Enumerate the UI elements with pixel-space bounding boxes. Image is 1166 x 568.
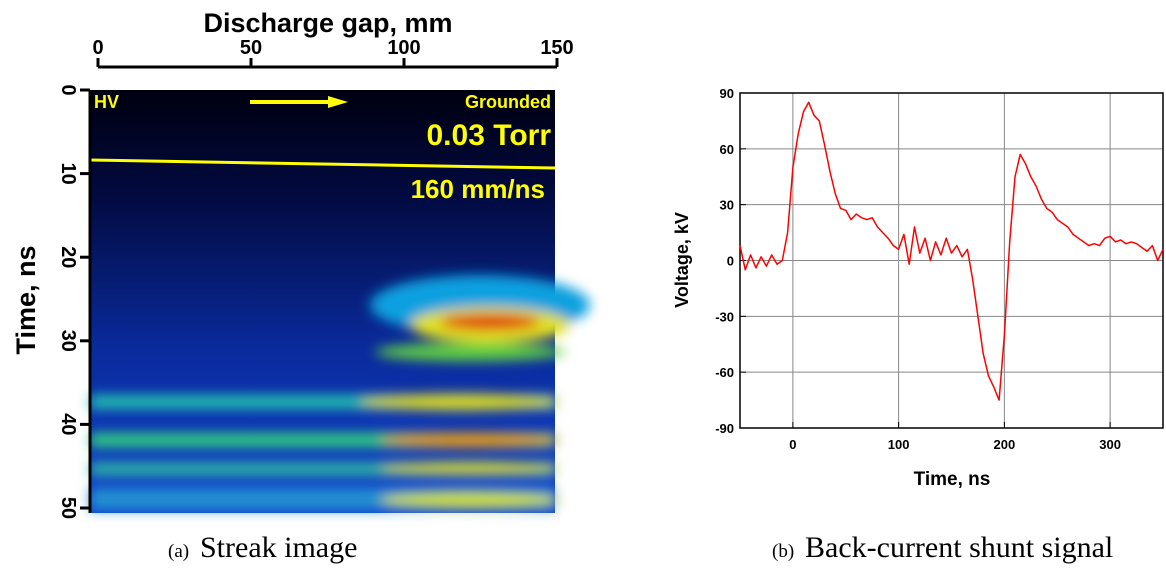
streak-image [89, 90, 590, 513]
y-tick-label: -60 [715, 365, 734, 380]
caption-label: (b) [772, 541, 794, 562]
data-line [739, 101, 1164, 401]
y-tick-label: 90 [720, 86, 734, 101]
y-tick-label: 0 [727, 254, 734, 269]
y-tick-label: -90 [715, 421, 734, 436]
x-tick-label: 100 [387, 37, 420, 59]
y-axis-title: Time, ns [11, 245, 41, 354]
y-axis-title: Voltage, kV [672, 212, 692, 308]
y-tick-label: 30 [57, 330, 79, 352]
plot-frame [739, 92, 1164, 429]
x-tick-label: 200 [994, 437, 1016, 452]
y-tick-label: 0 [57, 84, 79, 95]
annotation: HV [94, 92, 119, 112]
annotation: Grounded [465, 92, 551, 112]
y-tick-label: 10 [57, 162, 79, 184]
x-tick-label: 0 [789, 437, 796, 452]
caption: Streak image [200, 531, 357, 564]
x-tick-label: 0 [92, 37, 103, 59]
annotation: 160 mm/ns [411, 174, 545, 204]
annotation: 0.03 Torr [427, 119, 552, 152]
caption: Back-current shunt signal [805, 531, 1113, 564]
y-tick-label: -30 [715, 309, 734, 324]
y-tick-label: 20 [57, 246, 79, 268]
x-axis-title: Time, ns [914, 469, 991, 490]
y-tick-label: 30 [720, 198, 734, 213]
x-tick-label: 50 [240, 37, 262, 59]
x-tick-label: 300 [1099, 437, 1121, 452]
x-tick-label: 150 [540, 37, 573, 59]
x-axis-title: Discharge gap, mm [203, 8, 452, 38]
x-tick-label: 100 [888, 437, 910, 452]
y-tick-label: 40 [57, 413, 79, 435]
y-tick-label: 60 [720, 142, 734, 157]
y-tick-label: 50 [57, 497, 79, 519]
caption-label: (a) [168, 541, 189, 562]
